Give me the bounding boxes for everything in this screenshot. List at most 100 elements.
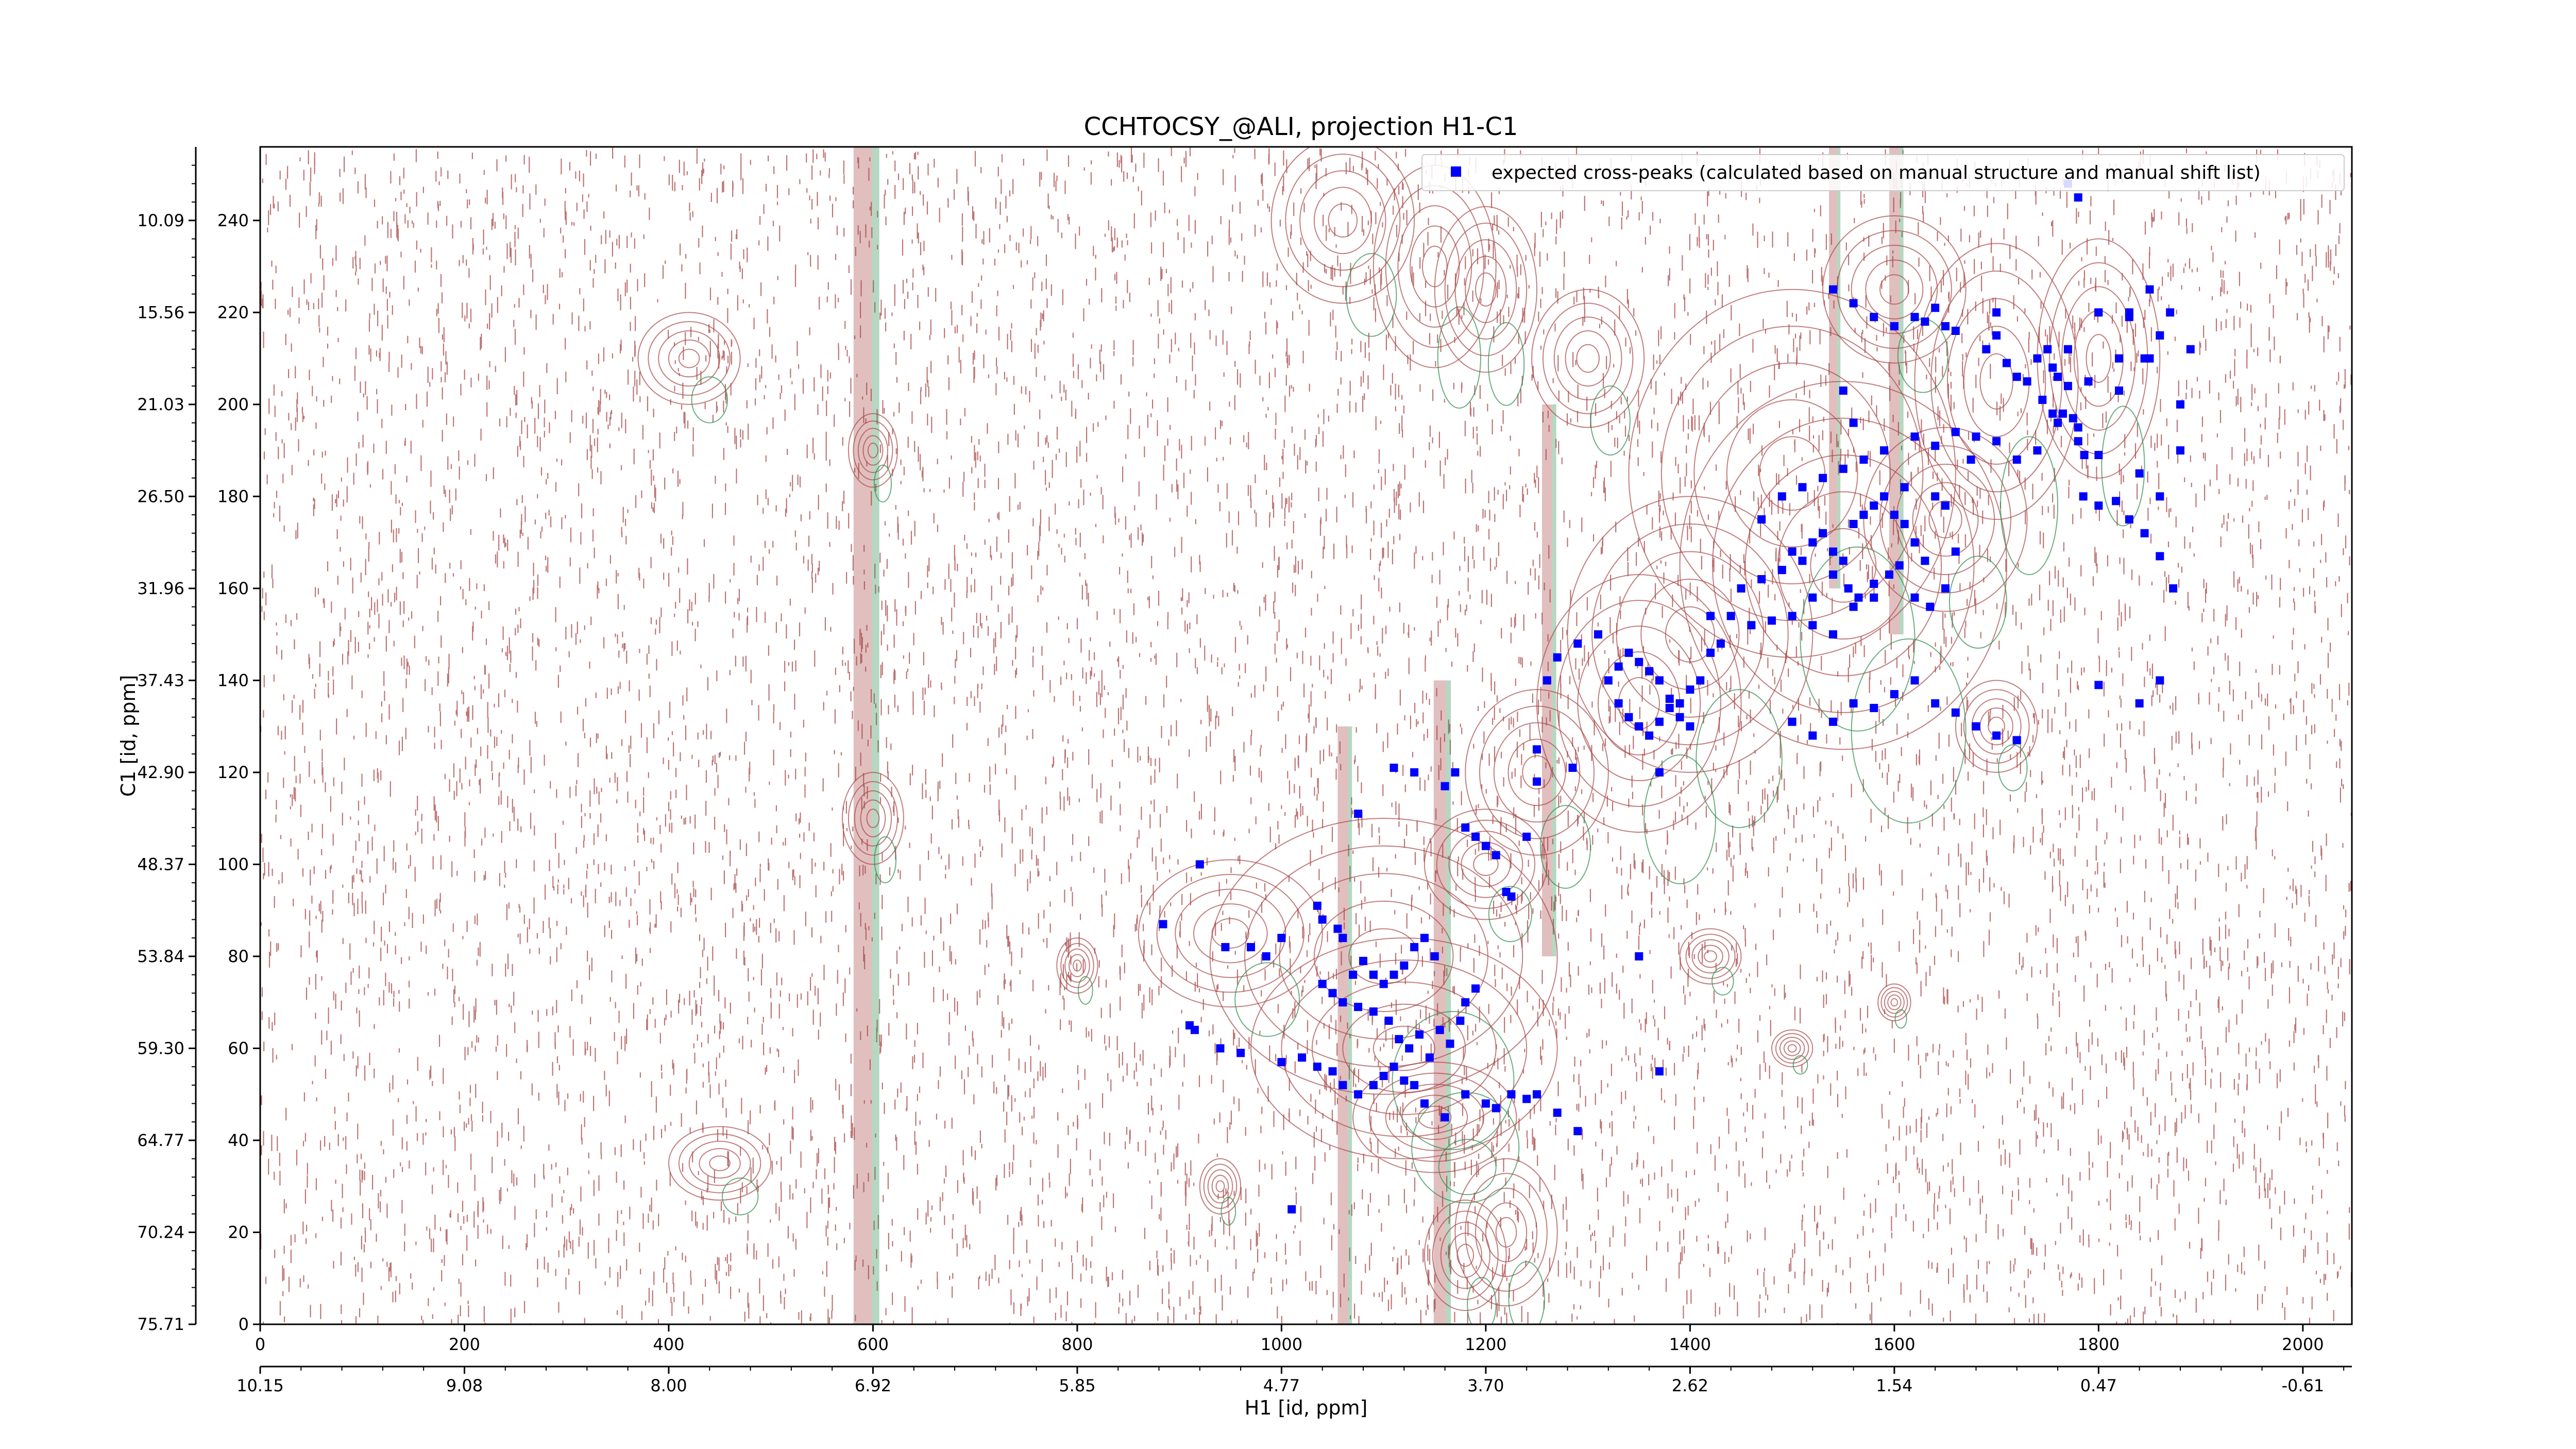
y-ppm-tick-label: 59.30 — [137, 1038, 184, 1058]
peak-contour — [637, 312, 741, 405]
peak-contour — [1712, 417, 1975, 713]
cross-peak-point — [1941, 322, 1950, 331]
cross-peak-point — [1369, 1007, 1378, 1016]
cross-peak-point — [1349, 970, 1358, 979]
y-tick-label: 60 — [228, 1038, 249, 1058]
cross-peak-point — [1788, 717, 1797, 726]
stripe-contour-negative — [1837, 147, 1841, 588]
cross-peak-point — [2079, 492, 2088, 501]
x-ppm-tick-label: 10.15 — [236, 1376, 284, 1395]
cross-peak-point — [1533, 745, 1541, 754]
peak-contour — [1777, 491, 1909, 640]
cross-peak-point — [1880, 492, 1889, 501]
cross-peak-point — [2058, 409, 2067, 418]
peak-contour — [1567, 496, 1814, 773]
y-tick-label: 20 — [228, 1222, 249, 1242]
cross-peak-point — [1665, 703, 1674, 712]
cross-peak-point — [1890, 322, 1899, 331]
cross-peak-point — [1849, 602, 1858, 611]
cross-peak-point — [2002, 359, 2011, 367]
peak-contour — [1963, 689, 2030, 764]
peak-contour — [1679, 381, 2007, 750]
peak-contour — [1418, 1105, 1452, 1129]
peak-contour — [1199, 1158, 1242, 1215]
peak-contour — [1073, 959, 1082, 972]
stripe-contour-negative — [1899, 147, 1904, 635]
stripe-contour — [1433, 680, 1446, 1324]
peak-contour — [1616, 551, 1765, 718]
cross-peak-point — [1354, 1003, 1363, 1012]
peak-contour — [1553, 316, 1622, 400]
y-ppm-tick-label: 15.56 — [137, 302, 184, 322]
peak-contour — [1193, 903, 1268, 964]
cross-peak-point — [1440, 1113, 1449, 1122]
cross-peak-point — [1895, 561, 1904, 570]
cross-peak-point — [1675, 713, 1684, 721]
cross-peak-point — [2135, 469, 2144, 478]
cross-peak-point — [1839, 557, 1848, 565]
peak-contour — [1440, 1221, 1490, 1289]
peak-contour — [1475, 272, 1497, 307]
cross-peak-point — [1870, 593, 1878, 602]
cross-peak-point — [1384, 1016, 1393, 1025]
cross-peak-point — [1405, 1044, 1414, 1053]
x-tick-label: 1000 — [1261, 1335, 1302, 1354]
peak-contour — [1456, 1243, 1475, 1267]
peak-contour — [1628, 289, 1956, 658]
cross-peak-point — [2084, 377, 2093, 386]
peak-contour — [860, 799, 886, 837]
x-ppm-tick-label: 4.77 — [1263, 1376, 1300, 1395]
y-tick-label: 80 — [228, 947, 249, 966]
cross-peak-point — [2145, 285, 2154, 294]
cross-peak-point — [1870, 579, 1878, 588]
stripe-contour-negative — [1348, 726, 1352, 1324]
peak-contour — [1281, 959, 1528, 1137]
cross-peak-point — [1430, 952, 1439, 961]
peak-contour — [1209, 818, 1558, 1095]
cross-peak-point — [1313, 901, 1321, 910]
y-ppm-tick-label: 21.03 — [137, 395, 184, 414]
cross-peak-point — [1844, 584, 1853, 593]
cross-peak-point — [1410, 943, 1419, 952]
cross-peak-point — [2125, 515, 2133, 524]
stripe-contours — [853, 147, 1904, 1324]
cross-peak-point — [1624, 713, 1633, 721]
peak-contour-negative — [722, 1177, 759, 1216]
cross-peak-point — [1941, 584, 1950, 593]
y-tick-label: 240 — [217, 211, 249, 230]
cross-peak-point — [1706, 612, 1715, 620]
peak-contour — [1946, 298, 2046, 465]
cross-peak-point — [1992, 437, 2001, 446]
peak-contour — [1912, 482, 1979, 557]
peak-contour-negative — [1221, 1197, 1236, 1226]
cross-peak-point — [1655, 717, 1664, 726]
peak-contour — [1928, 500, 1962, 538]
peak-contour — [1313, 900, 1454, 1013]
cross-peak-point — [2166, 308, 2175, 317]
peak-contour — [1475, 1187, 1538, 1277]
peak-contour — [1877, 983, 1911, 1021]
cross-peak-point — [1507, 1090, 1516, 1099]
cross-peak-point — [2176, 446, 2184, 455]
cross-peak-point — [1369, 970, 1378, 979]
peak-contour — [1328, 203, 1358, 238]
cross-peak-point — [1890, 690, 1899, 699]
y-tick-label: 160 — [217, 579, 249, 598]
peak-contour — [854, 790, 892, 847]
cross-peak-point — [2063, 382, 2072, 391]
cross-peak-point — [1614, 662, 1623, 671]
cross-peak-point — [2140, 529, 2149, 537]
cross-peak-point — [1655, 676, 1664, 685]
peak-contour — [1465, 256, 1507, 323]
cross-peak-point — [1992, 331, 2001, 340]
cross-peak-point — [1941, 501, 1950, 510]
y-ppm-tick-label: 42.90 — [137, 763, 184, 782]
x-tick-label: 200 — [449, 1335, 480, 1354]
cross-peak-point — [1828, 547, 1837, 556]
cross-peak-point — [1655, 768, 1664, 777]
cross-peak-point — [1839, 464, 1848, 473]
peak-contour — [1771, 1029, 1814, 1068]
stripe-contour-negative — [872, 147, 879, 1324]
peak-contour — [848, 413, 899, 488]
cross-peak-point — [1553, 653, 1562, 662]
